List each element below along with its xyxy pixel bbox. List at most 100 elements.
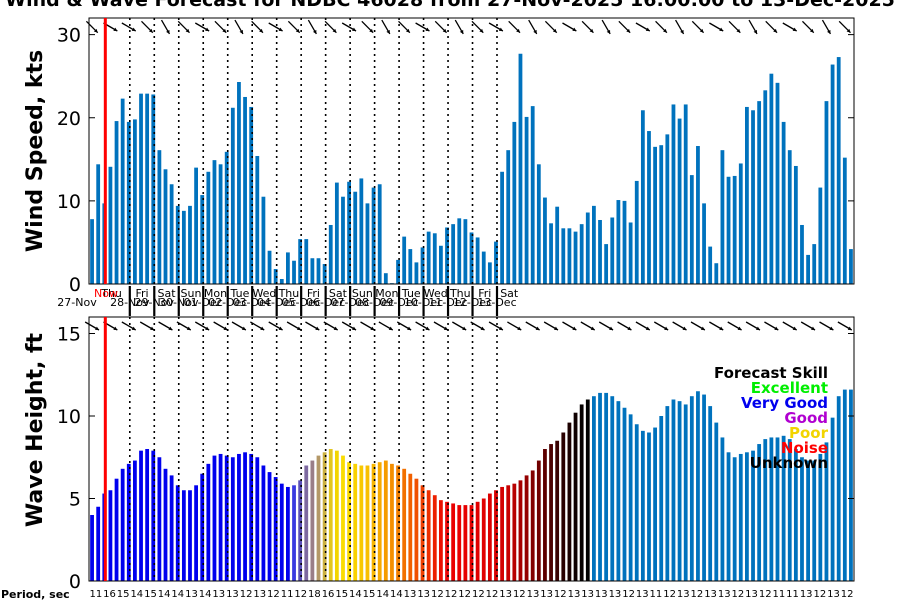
wind-bar: [524, 116, 529, 284]
direction-arrow: [433, 321, 449, 331]
period-value: 13: [581, 589, 594, 600]
period-value: 13: [417, 589, 430, 600]
wave-bar: [96, 506, 101, 581]
wave-bar: [328, 449, 333, 581]
wave-ylabel: Wave Height, ft: [23, 332, 48, 527]
wave-day-gridlines: [104, 317, 498, 581]
wind-bar: [573, 231, 578, 284]
wind-bar: [775, 82, 780, 285]
wind-bar: [696, 146, 700, 284]
wave-bar: [341, 455, 345, 581]
y-tick-label: 10: [57, 406, 81, 428]
period-value: 13: [212, 589, 225, 600]
wind-bar: [359, 178, 364, 284]
wind-bar: [506, 150, 511, 284]
wind-bar: [653, 146, 657, 284]
period-value: 14: [171, 589, 184, 600]
forecast-skill-legend: Forecast Skill Excellent Very Good Good …: [714, 364, 829, 472]
wind-bar: [175, 205, 180, 284]
wave-bar: [640, 430, 645, 581]
wind-bar: [371, 187, 376, 284]
period-value: 15: [117, 589, 130, 600]
axes-frame: [88, 316, 855, 582]
direction-arrow: [286, 321, 302, 331]
wave-bar: [818, 453, 823, 581]
wind-bar: [745, 106, 749, 284]
period-label: Period, sec: [1, 588, 70, 600]
wave-bar: [647, 432, 651, 581]
direction-arrow: [508, 20, 521, 34]
wind-bar: [126, 121, 131, 284]
period-value: 13: [527, 589, 540, 600]
period-value: 15: [335, 589, 348, 600]
wave-bar: [696, 391, 700, 581]
wind-bar: [647, 131, 651, 284]
wave-bar: [383, 460, 388, 581]
wave-bar: [787, 439, 792, 581]
wind-bar: [347, 181, 351, 284]
wind-bar: [402, 236, 407, 284]
direction-arrow: [231, 321, 247, 331]
direction-arrow: [728, 20, 741, 34]
wave-bar: [212, 455, 217, 581]
day-label: Thu: [278, 287, 300, 300]
wave-bar: [793, 449, 798, 581]
wind-ylabel: Wind Speed, kts: [23, 50, 48, 252]
direction-arrow: [562, 321, 577, 331]
wave-bar: [181, 490, 186, 581]
day-label: Sat: [157, 287, 176, 300]
direction-arrow: [601, 19, 611, 35]
wave-bar: [579, 404, 584, 581]
wave-bar: [457, 505, 462, 581]
day-label: Mon: [375, 287, 398, 300]
wind-bar: [414, 262, 419, 284]
wave-bar: [292, 485, 296, 581]
wave-bar: [347, 462, 351, 581]
wave-bar: [781, 435, 786, 581]
wind-bar: [298, 239, 303, 284]
axes-frame: [88, 17, 855, 285]
y-tick-label: 0: [69, 274, 81, 296]
direction-arrow: [396, 321, 412, 331]
wind-bar: [237, 82, 241, 284]
date-label: 27-Nov: [57, 296, 97, 309]
direction-arrow: [415, 22, 430, 32]
y-tick-label: 5: [69, 489, 81, 511]
period-value: 12: [486, 589, 499, 600]
wave-bar: [402, 468, 407, 581]
wave-bar: [414, 478, 419, 581]
day-label: Fri: [307, 287, 320, 300]
wave-bar: [286, 486, 290, 581]
period-value: 16: [322, 589, 335, 600]
direction-arrow: [287, 20, 301, 34]
wind-bar: [634, 180, 639, 284]
wave-bar: [806, 460, 810, 581]
wind-bar: [518, 53, 523, 285]
direction-arrow: [121, 321, 137, 331]
wind-bar: [445, 227, 449, 284]
direction-arrow: [177, 20, 190, 34]
period-value: 14: [376, 589, 389, 600]
direction-arrow: [528, 19, 538, 35]
wave-bar: [243, 452, 247, 581]
direction-arrow: [323, 321, 338, 331]
wave-bar: [249, 453, 254, 581]
direction-arrow: [251, 20, 264, 34]
wave-bar: [732, 457, 737, 581]
wave-bar: [512, 483, 517, 581]
wind-bar: [439, 245, 443, 284]
wave-bar: [598, 392, 602, 581]
direction-arrow: [305, 321, 320, 331]
period-value: 14: [390, 589, 403, 600]
wave-bar: [763, 439, 768, 581]
wind-bar: [377, 184, 382, 284]
wave-bar: [494, 490, 498, 581]
wind-bar: [683, 104, 688, 284]
direction-arrow: [268, 321, 283, 331]
legend-noise: Noise: [781, 439, 828, 457]
wave-bar: [218, 453, 223, 581]
wind-bar: [500, 171, 504, 284]
wave-bar: [757, 444, 762, 581]
wave-bar: [769, 437, 774, 581]
wave-bar: [432, 495, 437, 581]
